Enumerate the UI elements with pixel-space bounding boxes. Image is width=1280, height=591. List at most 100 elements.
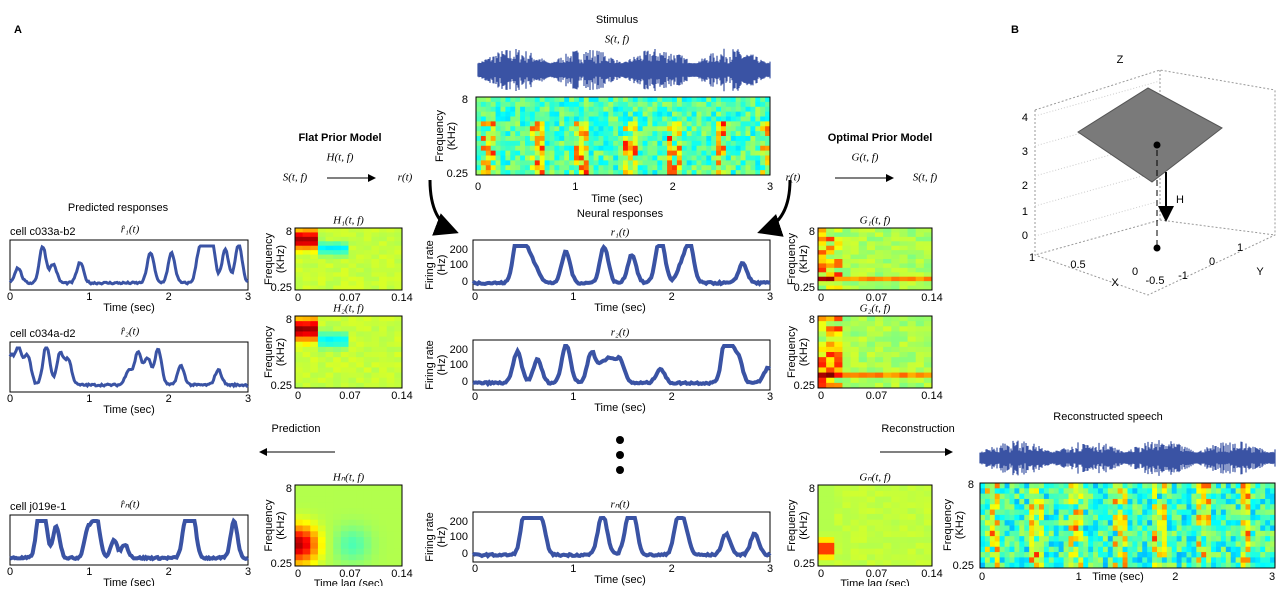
heat-cell [1083,541,1088,547]
heat-cell [501,151,506,156]
heat-cell [545,160,550,165]
heat-cell [496,107,501,112]
heat-cell [356,232,364,237]
heat-cell [618,156,623,161]
heat-cell [899,281,908,286]
heat-cell [476,151,481,156]
heat-cell [851,378,860,384]
heat-cell [379,502,387,508]
heat-cell [379,514,387,520]
heat-cell [924,357,933,363]
heat-cell [349,352,357,358]
heat-cell [481,141,486,146]
heat-cell [310,531,318,537]
heat-cell [579,107,584,112]
heat-cell [1054,557,1059,563]
heat-cell [379,520,387,526]
heat-cell [657,165,662,170]
heat-cell [736,112,741,117]
heat-cell [638,112,643,117]
heat-cell [1034,504,1039,510]
heat-cell [1108,526,1113,532]
heat-cell [1137,483,1142,489]
heat-cell [1078,552,1083,558]
heat-cell [326,331,334,337]
heat-cell [851,268,860,273]
heat-cell [618,126,623,131]
heat-cell [867,241,876,246]
heat-cell [1000,515,1005,521]
heat-cell [318,373,326,379]
heat-cell [326,357,334,363]
heat-cell [1250,557,1255,563]
heat-cell [1069,504,1074,510]
heat-cell [318,268,326,273]
heat-cell [672,131,677,136]
heat-cell [662,146,667,151]
y-tick-label: 8 [286,226,292,238]
heat-cell [505,146,510,151]
heat-cell [851,237,860,242]
heat-cell [1049,483,1054,489]
heat-cell [760,117,765,122]
heat-cell [1044,531,1049,537]
heat-cell [662,151,667,156]
heat-cell [1236,531,1241,537]
heat-cell [867,316,876,322]
heat-cell [1142,536,1147,542]
axis-box [1160,220,1275,235]
heat-cell [515,131,520,136]
heat-cell [1078,536,1083,542]
heat-cell [818,272,827,277]
heat-cell [834,508,843,514]
heat-cell [599,131,604,136]
heat-cell [908,378,917,384]
heat-cell [303,543,311,549]
heat-cell [1147,531,1152,537]
heat-cell [867,367,876,373]
heat-cell [554,156,559,161]
heat-cell [667,146,672,151]
heat-cell [394,549,402,555]
heat-cell [1206,510,1211,516]
x-tick-label: 2 [669,391,675,403]
heat-cell [1029,494,1034,500]
heat-cell [1236,541,1241,547]
heat-cell [638,121,643,126]
heat-cell [1034,536,1039,542]
heat-cell [510,117,515,122]
heat-cell [867,362,876,368]
heat-cell [1108,499,1113,505]
heat-cell [379,232,387,237]
heat-cell [916,549,925,555]
heat-cell [295,508,303,514]
heat-cell [875,526,884,532]
heat-cell [1216,499,1221,505]
heat-cell [559,136,564,141]
heat-cell [394,316,402,322]
x-tick-label: 3 [245,291,251,303]
heat-cell [985,488,990,494]
point [1154,245,1161,252]
heat-cell [559,141,564,146]
heat-cell [1132,520,1137,526]
heat-cell [883,362,892,368]
heat-cell [1246,510,1251,516]
heat-cell [303,554,311,560]
heat-cell [1049,552,1054,558]
heat-cell [851,232,860,237]
heat-cell [295,331,303,337]
heat-cell [842,520,851,526]
heat-cell [1142,499,1147,505]
heat-cell [859,508,868,514]
heat-cell [1182,531,1187,537]
heat-cell [1108,531,1113,537]
y-tick-label: 100 [450,531,468,543]
heat-cell [916,347,925,353]
heat-cell [379,497,387,503]
heat-cell [736,97,741,102]
heat-cell [579,131,584,136]
heat-cell [1191,536,1196,542]
heat-cell [574,107,579,112]
heat-cell [371,263,379,268]
